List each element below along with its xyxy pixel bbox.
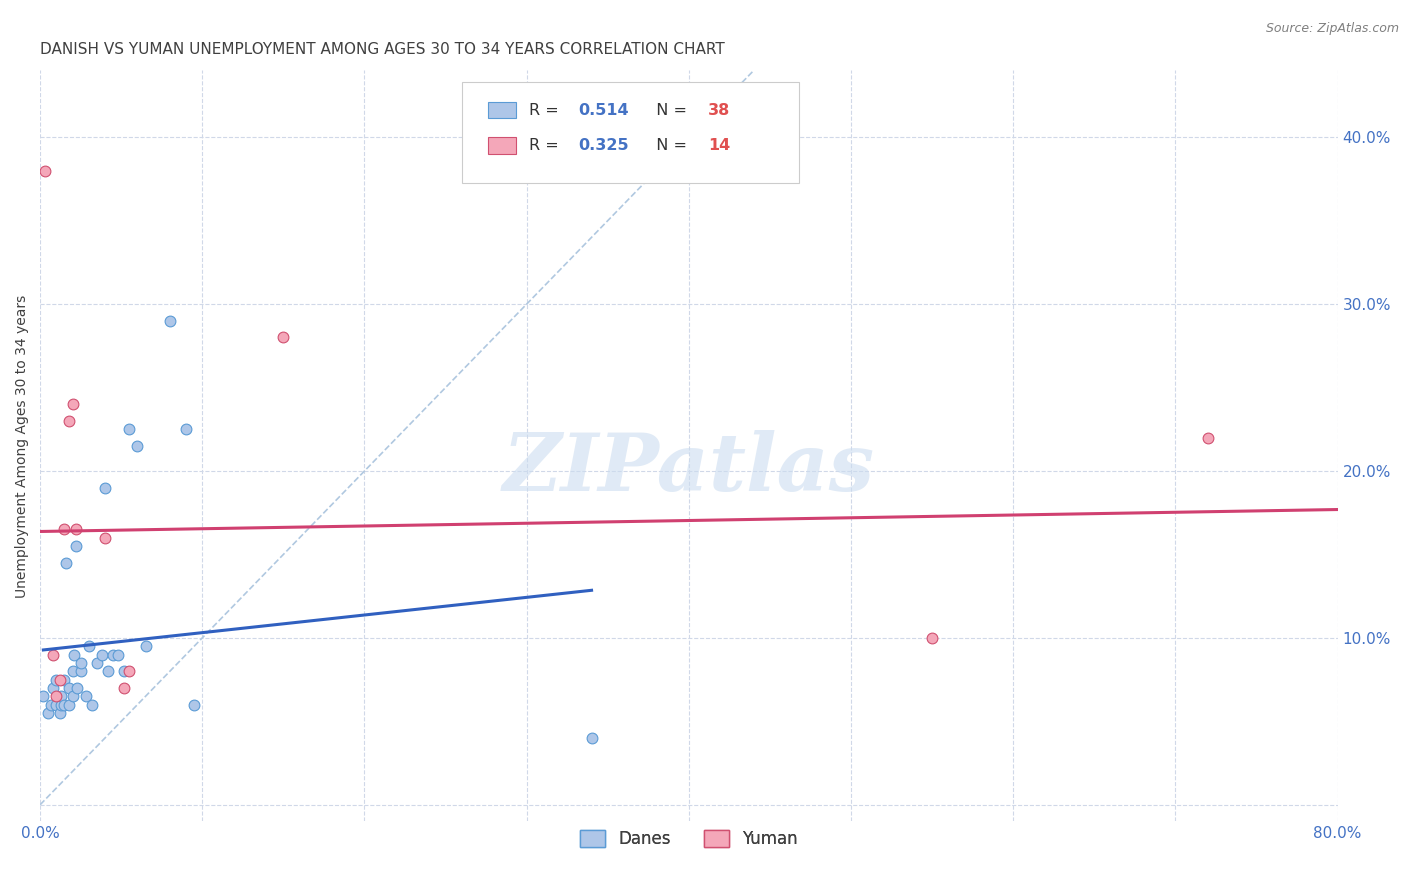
Point [63, 648, 86, 662]
Text: R =: R = [529, 138, 564, 153]
Point [41, 698, 63, 712]
Text: 0.514: 0.514 [579, 103, 630, 118]
Point [127, 439, 149, 453]
Text: N =: N = [645, 138, 692, 153]
Point [51, 690, 73, 704]
Text: Source: ZipAtlas.com: Source: ZipAtlas.com [1265, 22, 1399, 36]
Point [53, 522, 76, 536]
Point [62, 397, 84, 411]
Point [58, 681, 80, 695]
Point [53, 698, 76, 712]
Text: 38: 38 [709, 103, 731, 118]
Point [62, 690, 84, 704]
Point [58, 414, 80, 428]
Point [37, 706, 59, 720]
Point [174, 422, 197, 436]
Point [107, 648, 129, 662]
Point [1197, 431, 1219, 445]
Point [65, 522, 87, 536]
Point [48, 706, 70, 720]
Text: DANISH VS YUMAN UNEMPLOYMENT AMONG AGES 30 TO 34 YEARS CORRELATION CHART: DANISH VS YUMAN UNEMPLOYMENT AMONG AGES … [41, 42, 725, 57]
Point [65, 539, 87, 553]
Point [69, 665, 91, 679]
Point [42, 648, 65, 662]
Point [97, 665, 120, 679]
Point [581, 731, 603, 745]
Text: R =: R = [529, 103, 564, 118]
Point [58, 698, 80, 712]
Text: N =: N = [645, 103, 692, 118]
Point [183, 698, 205, 712]
Point [86, 656, 108, 670]
Point [42, 681, 65, 695]
FancyBboxPatch shape [488, 102, 516, 119]
Legend: Danes, Yuman: Danes, Yuman [574, 823, 804, 855]
FancyBboxPatch shape [488, 137, 516, 153]
Point [118, 422, 141, 436]
Point [34, 163, 56, 178]
Point [75, 690, 97, 704]
Point [101, 648, 124, 662]
Point [90, 648, 112, 662]
FancyBboxPatch shape [461, 82, 799, 183]
Point [921, 631, 943, 645]
Point [273, 330, 295, 344]
Text: 0.325: 0.325 [579, 138, 630, 153]
Point [80, 698, 103, 712]
Point [94, 531, 117, 545]
Point [48, 673, 70, 687]
Point [159, 314, 181, 328]
Y-axis label: Unemployment Among Ages 30 to 34 years: Unemployment Among Ages 30 to 34 years [15, 294, 30, 598]
Point [45, 673, 67, 687]
Point [114, 681, 136, 695]
Point [118, 665, 141, 679]
Point [77, 639, 100, 653]
Point [66, 681, 89, 695]
Point [53, 673, 76, 687]
Point [45, 698, 67, 712]
Point [94, 481, 117, 495]
Text: 14: 14 [709, 138, 731, 153]
Point [69, 656, 91, 670]
Point [62, 665, 84, 679]
Point [114, 665, 136, 679]
Point [45, 690, 67, 704]
Point [55, 556, 77, 570]
Text: ZIPatlas: ZIPatlas [503, 430, 875, 508]
Point [32, 690, 55, 704]
Point [135, 639, 157, 653]
Point [51, 698, 73, 712]
